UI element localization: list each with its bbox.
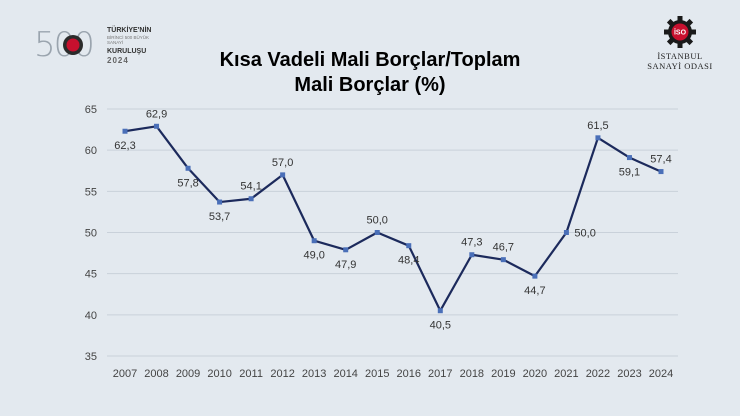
data-point [563,230,569,235]
logo-left-text: TÜRKİYE'NİN BİRİNCİ 500 BÜYÜK SANAYİ KUR… [107,27,151,65]
data-label: 57,8 [177,177,198,189]
data-point [185,165,191,171]
logo-left-year: 2024 [107,56,129,65]
data-point [311,238,317,244]
iso-gear-small-icon [63,35,83,55]
x-tick-label: 2024 [649,368,673,380]
logo-right-line1: İSTANBUL [657,51,703,61]
chart-title-line2: Mali Borçlar (%) [294,74,446,96]
x-tick-label: 2021 [554,368,578,380]
data-point [343,247,349,253]
data-point [374,230,380,235]
data-point [595,135,601,141]
data-label: 49,0 [303,250,324,262]
data-point [500,257,506,263]
x-tick-label: 2023 [617,368,641,380]
x-tick-label: 2015 [365,368,389,380]
data-point [248,196,254,202]
data-point [154,123,160,129]
data-point [469,252,475,258]
x-tick-label: 2016 [397,368,421,380]
logo-left-line3: KURULUŞU [107,48,147,55]
chart-title: Kısa Vadeli Mali Borçlar/Toplam Mali Bor… [170,48,570,98]
x-tick-label: 2018 [460,368,484,380]
x-tick-label: 2020 [523,368,547,380]
x-tick-label: 2012 [270,368,294,380]
logo-left-line1: TÜRKİYE'NİN [107,27,152,34]
logo-right-line2: SANAYİ ODASI [647,61,713,71]
y-tick-label: 45 [85,269,97,281]
x-tick-label: 2010 [207,368,231,380]
data-labels: 62,3 62,9 57,8 53,7 54,1 57,0 49,0 47,9 50,0 48,4… [114,108,671,331]
data-label: 57,4 [650,154,671,166]
series-layer [122,123,664,314]
data-point [532,273,538,279]
data-label: 40,5 [430,320,451,332]
data-label: 50,0 [574,228,595,240]
x-tick-label: 2022 [586,368,610,380]
x-tick-label: 2019 [491,368,515,380]
y-axis-ticks: 35 40 45 50 55 60 65 [85,104,97,363]
data-label: 54,1 [240,181,261,193]
y-tick-label: 55 [85,186,97,198]
data-point [217,199,223,205]
iso-badge-text: İSO [674,29,687,37]
turkiye-500-logo: 500 TÜRKİYE'NİN BİRİNCİ 500 BÜYÜK SANAYİ… [8,22,151,70]
data-point [437,308,443,314]
data-label: 44,7 [524,285,545,297]
data-label: 48,4 [398,255,419,267]
data-label: 59,1 [619,167,640,179]
y-tick-label: 40 [85,310,97,322]
data-label: 47,3 [461,237,482,249]
data-label: 62,9 [146,108,167,120]
data-label: 57,0 [272,157,293,169]
data-point [406,243,412,249]
data-label: 53,7 [209,211,230,223]
y-tick-label: 65 [85,104,97,116]
x-tick-label: 2011 [239,368,263,380]
x-axis-ticks: 2007 2008 2009 2010 2011 2012 2013 2014 2015 2016… [113,368,673,380]
data-label: 47,9 [335,259,356,271]
data-label: 61,5 [587,120,608,132]
istanbul-sanayi-odasi-logo: İSO İSTANBUL SANAYİ ODASI [640,16,720,76]
logo-left-line2: BİRİNCİ 500 BÜYÜK SANAYİ [107,35,150,45]
data-point [626,155,632,161]
series-line [124,125,662,312]
data-label: 62,3 [114,140,135,152]
chart-title-line1: Kısa Vadeli Mali Borçlar/Toplam [219,49,521,71]
chart-gridlines [107,108,678,357]
y-tick-label: 35 [85,351,97,363]
data-label: 50,0 [367,215,388,227]
x-tick-label: 2007 [113,368,137,380]
x-tick-label: 2013 [302,368,326,380]
data-point [122,128,128,134]
data-point [658,169,664,175]
y-tick-label: 50 [85,228,97,240]
x-tick-label: 2009 [176,368,200,380]
y-tick-label: 60 [85,145,97,157]
data-point [280,172,286,178]
iso-gear-icon: İSO [664,16,696,48]
x-tick-label: 2008 [144,368,168,380]
data-label: 46,7 [493,242,514,254]
x-tick-label: 2017 [428,368,452,380]
x-tick-label: 2014 [333,368,357,380]
